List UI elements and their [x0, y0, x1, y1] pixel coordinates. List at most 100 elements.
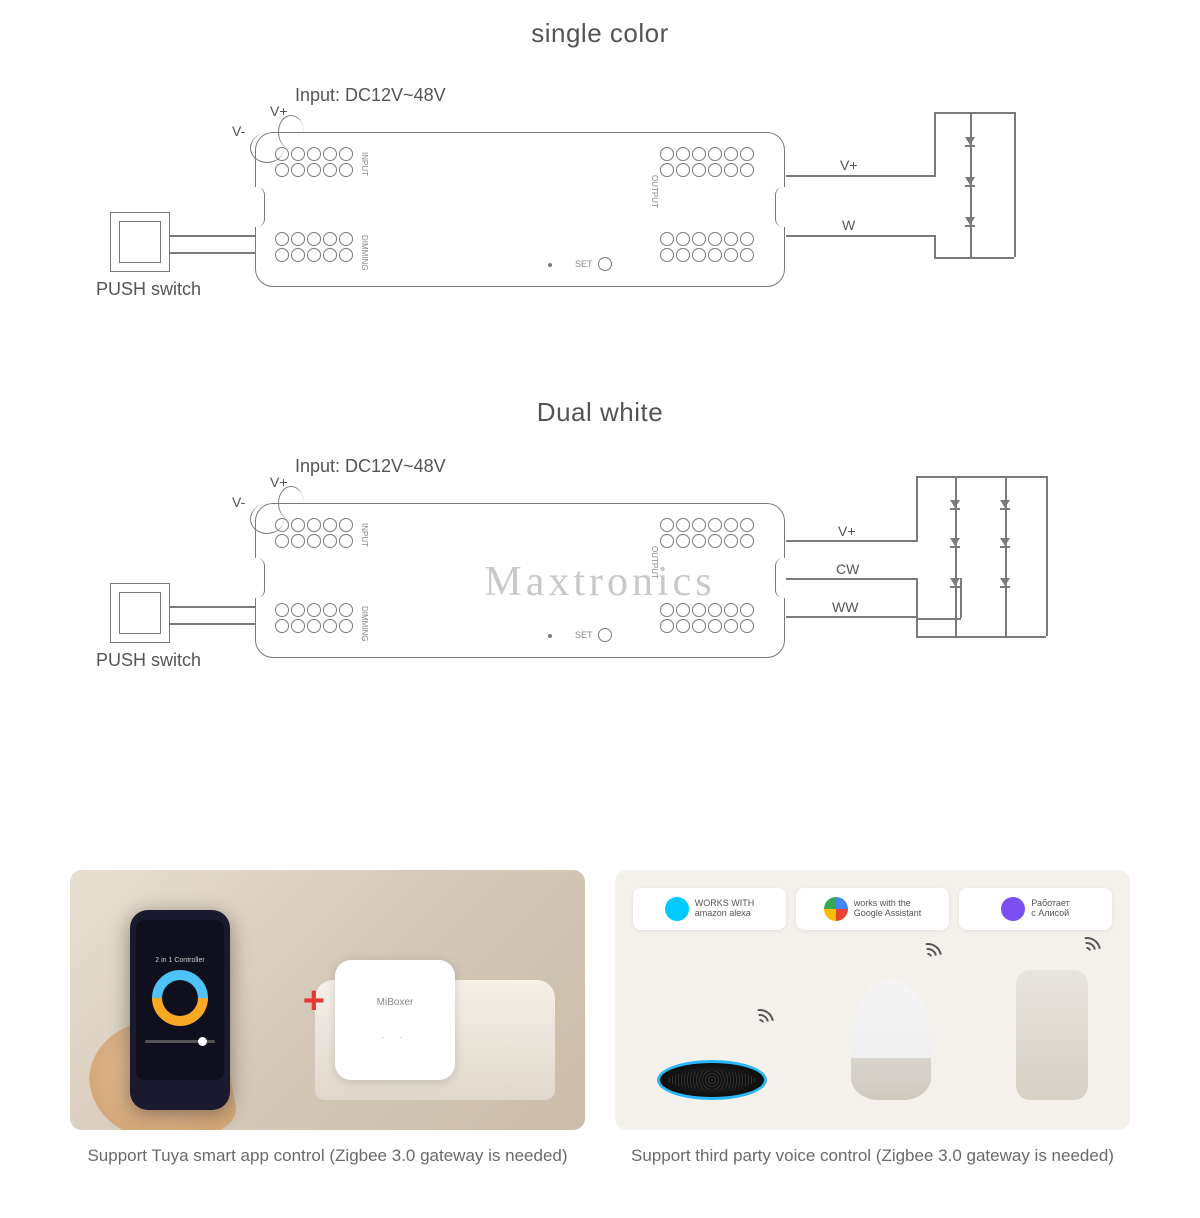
push-wire: [170, 606, 256, 608]
led-indicator: [548, 634, 552, 638]
brightness-slider-icon: [145, 1040, 215, 1043]
push-wire: [170, 235, 256, 237]
out-ww-label: WW: [832, 599, 858, 615]
diagram-single: INPUT DIMMING OUTPUT SET Input: DC12V~48…: [0, 57, 1200, 357]
badge-yandex: Работает с Алисой: [959, 888, 1112, 930]
yandex-station-icon: [1016, 970, 1088, 1100]
led-frame: [1046, 476, 1048, 636]
push-wire: [170, 252, 256, 254]
out-vplus-label: V+: [838, 523, 856, 539]
input-text: INPUT: [360, 152, 369, 176]
input-voltage-label: Input: DC12V~48V: [295, 85, 446, 106]
push-switch[interactable]: [110, 583, 170, 643]
voice-badges: WORKS WITH amazon alexa works with the G…: [633, 888, 1112, 930]
panel-tuya-caption: Support Tuya smart app control (Zigbee 3…: [87, 1144, 567, 1168]
panel-voice-image: WORKS WITH amazon alexa works with the G…: [615, 870, 1130, 1130]
diagram-dual: INPUT DIMMING OUTPUT SET Input: DC12V~48…: [0, 428, 1200, 728]
led-top-wire: [934, 112, 1014, 114]
led-icon: [950, 500, 960, 508]
set-button[interactable]: [598, 628, 612, 642]
mount-notch: [247, 187, 265, 227]
alexa-label: WORKS WITH amazon alexa: [695, 899, 755, 919]
plus-icon: +: [303, 980, 325, 1023]
led-indicator: [548, 263, 552, 267]
gateway-dots: · ·: [381, 1032, 408, 1043]
output-terminals-2: [660, 232, 754, 262]
phone-screen: 2 in 1 Controller: [136, 920, 224, 1080]
phone-app-title: 2 in 1 Controller: [155, 957, 204, 964]
input-text: INPUT: [360, 523, 369, 547]
panel-tuya: 2 in 1 Controller + MiBoxer · · Support …: [70, 870, 585, 1168]
zigbee-gateway-icon: MiBoxer · ·: [335, 960, 455, 1080]
led-frame: [934, 112, 936, 177]
vminus-wire: [250, 504, 284, 534]
panel-voice-caption: Support third party voice control (Zigbe…: [631, 1144, 1114, 1168]
input-terminals: [275, 518, 353, 548]
mount-notch: [247, 558, 265, 598]
yandex-icon: [1001, 897, 1025, 921]
feature-panels: 2 in 1 Controller + MiBoxer · · Support …: [70, 870, 1130, 1168]
gateway-brand: MiBoxer: [377, 997, 414, 1008]
google-assistant-icon: [824, 897, 848, 921]
output-terminals: [660, 147, 754, 177]
output-text: OUTPUT: [650, 546, 659, 579]
set-label: SET: [575, 630, 593, 640]
ya-wrap: [1016, 970, 1088, 1100]
alexa-icon: [665, 897, 689, 921]
led-icon: [965, 177, 975, 185]
led-frame: [1014, 112, 1016, 257]
out-vplus-label: V+: [840, 157, 858, 173]
dim-terminals: [275, 232, 353, 262]
title-dual-white: Dual white: [0, 397, 1200, 428]
out-cw-label: CW: [836, 561, 859, 577]
led-frame: [960, 578, 962, 618]
google-home-icon: [851, 980, 931, 1100]
google-label: works with the Google Assistant: [854, 899, 922, 919]
panel-voice: WORKS WITH amazon alexa works with the G…: [615, 870, 1130, 1168]
title-single-color: single color: [0, 18, 1200, 49]
signal-icon: [742, 1005, 778, 1041]
badge-google: works with the Google Assistant: [796, 888, 949, 930]
color-dial-icon: [140, 959, 219, 1038]
dimming-text: DIMMING: [360, 235, 369, 271]
led-frame: [916, 578, 918, 638]
led-frame: [916, 636, 1046, 638]
led-frame: [916, 476, 1046, 478]
out-wire-w: [786, 235, 934, 237]
vminus-label: V-: [232, 494, 245, 510]
ghome-wrap: [851, 980, 931, 1100]
out-wire-cw: [786, 578, 916, 580]
push-wire: [170, 623, 256, 625]
led-icon: [965, 137, 975, 145]
push-switch[interactable]: [110, 212, 170, 272]
led-frame: [934, 235, 936, 259]
output-text: OUTPUT: [650, 175, 659, 208]
vminus-label: V-: [232, 123, 245, 139]
led-frame: [916, 476, 918, 542]
dim-terminals: [275, 603, 353, 633]
set-label: SET: [575, 259, 593, 269]
output-terminals-2: [660, 603, 754, 633]
output-terminals: [660, 518, 754, 548]
echo-wrap: [657, 1060, 767, 1100]
out-wire-vplus: [786, 540, 916, 542]
yandex-label: Работает с Алисой: [1031, 899, 1070, 919]
led-bottom-wire: [934, 257, 1014, 259]
badge-alexa: WORKS WITH amazon alexa: [633, 888, 786, 930]
out-wire-ww: [786, 616, 916, 618]
led-icon: [950, 578, 960, 586]
led-icon: [950, 538, 960, 546]
out-wire-vplus: [786, 175, 934, 177]
push-switch-label: PUSH switch: [96, 650, 201, 671]
led-icon: [1000, 538, 1010, 546]
input-voltage-label: Input: DC12V~48V: [295, 456, 446, 477]
push-switch-label: PUSH switch: [96, 279, 201, 300]
signal-icon: [1069, 933, 1105, 969]
dimming-text: DIMMING: [360, 606, 369, 642]
voice-devices: [615, 970, 1130, 1100]
amazon-echo-icon: [657, 1060, 767, 1100]
signal-icon: [910, 939, 946, 975]
phone-icon: 2 in 1 Controller: [130, 910, 230, 1110]
led-icon: [1000, 578, 1010, 586]
set-button[interactable]: [598, 257, 612, 271]
